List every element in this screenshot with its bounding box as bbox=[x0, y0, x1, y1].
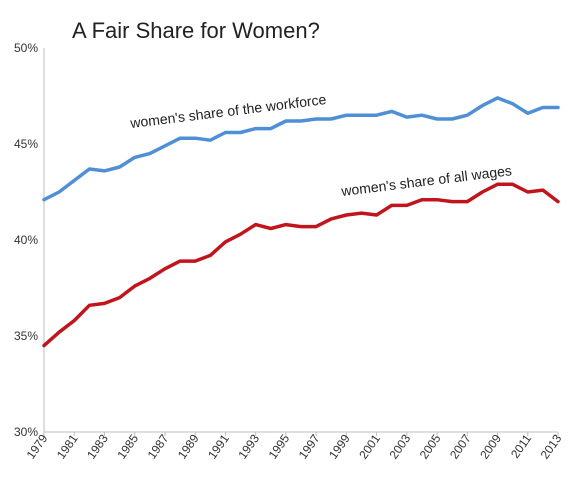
series-label-wages: women's share of all wages bbox=[339, 162, 512, 199]
x-tick-label: 1989 bbox=[175, 431, 202, 461]
x-tick-label: 1987 bbox=[145, 431, 172, 461]
series-label-workforce: women's share of the workforce bbox=[128, 91, 327, 131]
x-tick-label: 1981 bbox=[54, 431, 81, 461]
x-tick-label: 1995 bbox=[266, 431, 293, 461]
y-axis-ticks: 30% 35% 40% 45% 50% bbox=[14, 41, 38, 439]
x-tick-label: 1991 bbox=[205, 431, 232, 461]
x-tick-label: 2009 bbox=[477, 431, 504, 461]
y-tick-label: 40% bbox=[14, 233, 38, 247]
x-tick-label: 1985 bbox=[114, 431, 141, 461]
x-tick-label: 1999 bbox=[326, 431, 353, 461]
x-axis-ticks: 1979 1981 1983 1985 1987 1989 1991 1993 1995 1997… bbox=[24, 431, 565, 461]
chart-title: A Fair Share for Women? bbox=[72, 18, 320, 43]
x-tick-label: 1993 bbox=[235, 431, 262, 461]
x-tick-label: 2013 bbox=[538, 431, 565, 461]
x-tick-label: 1997 bbox=[296, 431, 323, 461]
x-tick-label: 2001 bbox=[356, 431, 383, 461]
series-line-wages bbox=[42, 182, 560, 348]
y-tick-label: 35% bbox=[14, 329, 38, 343]
x-tick-label: 1983 bbox=[84, 431, 111, 461]
x-tick-label: 2007 bbox=[447, 431, 474, 461]
x-tick-label: 2003 bbox=[386, 431, 413, 461]
y-tick-label: 45% bbox=[14, 137, 38, 151]
x-tick-label: 2011 bbox=[508, 431, 534, 460]
y-tick-label: 30% bbox=[14, 425, 38, 439]
y-tick-label: 50% bbox=[14, 41, 38, 55]
series-line-workforce bbox=[42, 96, 560, 202]
x-tick-label: 2005 bbox=[417, 431, 444, 461]
series-lines bbox=[42, 96, 560, 348]
